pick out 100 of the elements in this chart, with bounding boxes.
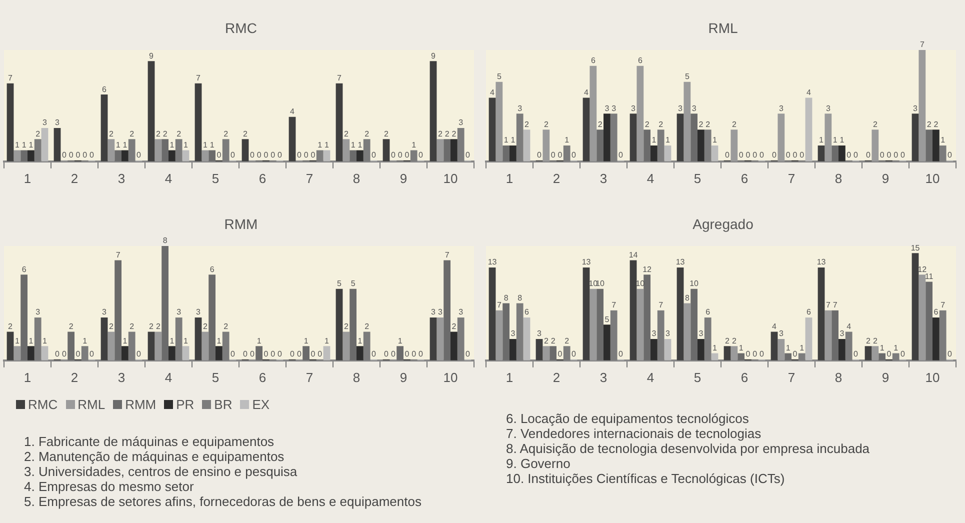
data-label: 7 bbox=[337, 74, 342, 83]
bar bbox=[604, 324, 610, 360]
data-label: 1 bbox=[42, 336, 48, 346]
bar bbox=[208, 274, 216, 360]
data-label: 0 bbox=[900, 350, 906, 359]
bar bbox=[932, 130, 940, 162]
bar bbox=[684, 303, 691, 360]
data-label: 0 bbox=[886, 150, 892, 160]
bar bbox=[912, 253, 919, 360]
bar bbox=[444, 139, 450, 162]
data-label: 2 bbox=[732, 336, 737, 346]
bar bbox=[488, 98, 496, 162]
data-label: 7 bbox=[196, 74, 202, 83]
data-label: 2 bbox=[926, 120, 932, 129]
data-label: 0 bbox=[618, 150, 624, 160]
data-label: 2 bbox=[598, 120, 603, 129]
bar bbox=[336, 288, 343, 360]
bar bbox=[582, 267, 590, 360]
x-tick-label: 5 bbox=[694, 370, 702, 385]
bar bbox=[684, 82, 691, 162]
text: 7. Vendedores internacionais de tecnologias bbox=[506, 426, 762, 441]
bar bbox=[636, 288, 644, 360]
bar bbox=[41, 128, 48, 162]
data-label: 2 bbox=[544, 120, 549, 129]
chart-title: Agregado bbox=[692, 216, 754, 234]
bar bbox=[208, 150, 216, 162]
data-label: 3 bbox=[458, 308, 464, 317]
data-label: 6 bbox=[22, 264, 27, 274]
bar bbox=[778, 114, 785, 162]
data-label: 2 bbox=[934, 120, 939, 129]
bar bbox=[256, 346, 262, 360]
bar bbox=[100, 318, 108, 360]
data-label: 6 bbox=[638, 56, 643, 66]
bar bbox=[644, 130, 650, 162]
data-label: 1 bbox=[22, 140, 27, 150]
bar bbox=[630, 260, 637, 360]
bar bbox=[596, 288, 604, 360]
bar bbox=[14, 150, 21, 162]
bar bbox=[502, 303, 510, 360]
bar bbox=[805, 318, 812, 360]
data-label: 0 bbox=[752, 150, 758, 160]
x-tick-label: 3 bbox=[600, 170, 608, 186]
data-label: 2 bbox=[452, 129, 457, 138]
x-tick-label: 10 bbox=[443, 370, 458, 385]
data-label: 2 bbox=[8, 322, 14, 332]
data-label: 4 bbox=[772, 322, 778, 332]
data-label: 0 bbox=[572, 350, 577, 359]
data-label: 0 bbox=[558, 150, 563, 160]
bar bbox=[6, 83, 14, 162]
data-label: 0 bbox=[243, 350, 248, 359]
data-label: 0 bbox=[264, 350, 269, 359]
text: 9. Governo bbox=[506, 456, 572, 471]
data-label: 0 bbox=[746, 150, 751, 160]
data-label: 0 bbox=[418, 150, 424, 160]
bar bbox=[382, 139, 390, 162]
x-tick-label: 7 bbox=[306, 170, 314, 186]
bar bbox=[496, 82, 503, 162]
data-label: 0 bbox=[537, 150, 542, 160]
data-label: 2 bbox=[176, 129, 182, 138]
chart-title: RML bbox=[707, 20, 739, 38]
x-tick-label: 10 bbox=[925, 370, 940, 385]
bar bbox=[350, 288, 356, 360]
data-label: 0 bbox=[270, 350, 276, 359]
data-label: 1 bbox=[712, 343, 718, 352]
bar bbox=[154, 139, 162, 162]
data-label: 2 bbox=[224, 322, 229, 332]
x-tick-label: 9 bbox=[400, 170, 408, 186]
data-label: 8 bbox=[684, 293, 690, 302]
data-label: 6 bbox=[210, 264, 215, 274]
bar bbox=[918, 50, 926, 162]
data-label: 2 bbox=[706, 120, 711, 129]
bar bbox=[350, 150, 356, 162]
data-label: 2 bbox=[224, 129, 229, 138]
data-label: 13 bbox=[582, 258, 592, 267]
data-label: 0 bbox=[278, 150, 283, 160]
data-label: 0 bbox=[725, 150, 730, 160]
data-label: 1 bbox=[738, 343, 744, 352]
bar bbox=[436, 139, 444, 162]
data-label: 5 bbox=[684, 72, 690, 82]
data-label: 2 bbox=[130, 322, 135, 332]
data-label: 2 bbox=[156, 129, 161, 138]
data-label: 0 bbox=[136, 350, 142, 359]
x-tick-label: 10 bbox=[925, 170, 940, 186]
bar bbox=[730, 346, 738, 360]
data-label: 0 bbox=[310, 150, 316, 160]
data-label: 11 bbox=[924, 272, 934, 281]
data-label: 1 bbox=[210, 140, 215, 150]
chart-title: RMC bbox=[224, 20, 258, 38]
data-label: 0 bbox=[412, 350, 417, 359]
bar bbox=[54, 128, 61, 162]
data-label: 0 bbox=[558, 350, 563, 359]
data-label: 0 bbox=[304, 150, 309, 160]
data-label: 1 bbox=[14, 336, 20, 346]
text: 6. Locação de equipamentos tecnológicos bbox=[506, 411, 750, 426]
data-label: 2 bbox=[872, 120, 878, 129]
bar bbox=[832, 145, 838, 162]
legend-label: RML bbox=[76, 397, 106, 412]
data-label: 1 bbox=[666, 136, 671, 145]
bar bbox=[926, 130, 932, 162]
data-label: 0 bbox=[900, 150, 906, 160]
